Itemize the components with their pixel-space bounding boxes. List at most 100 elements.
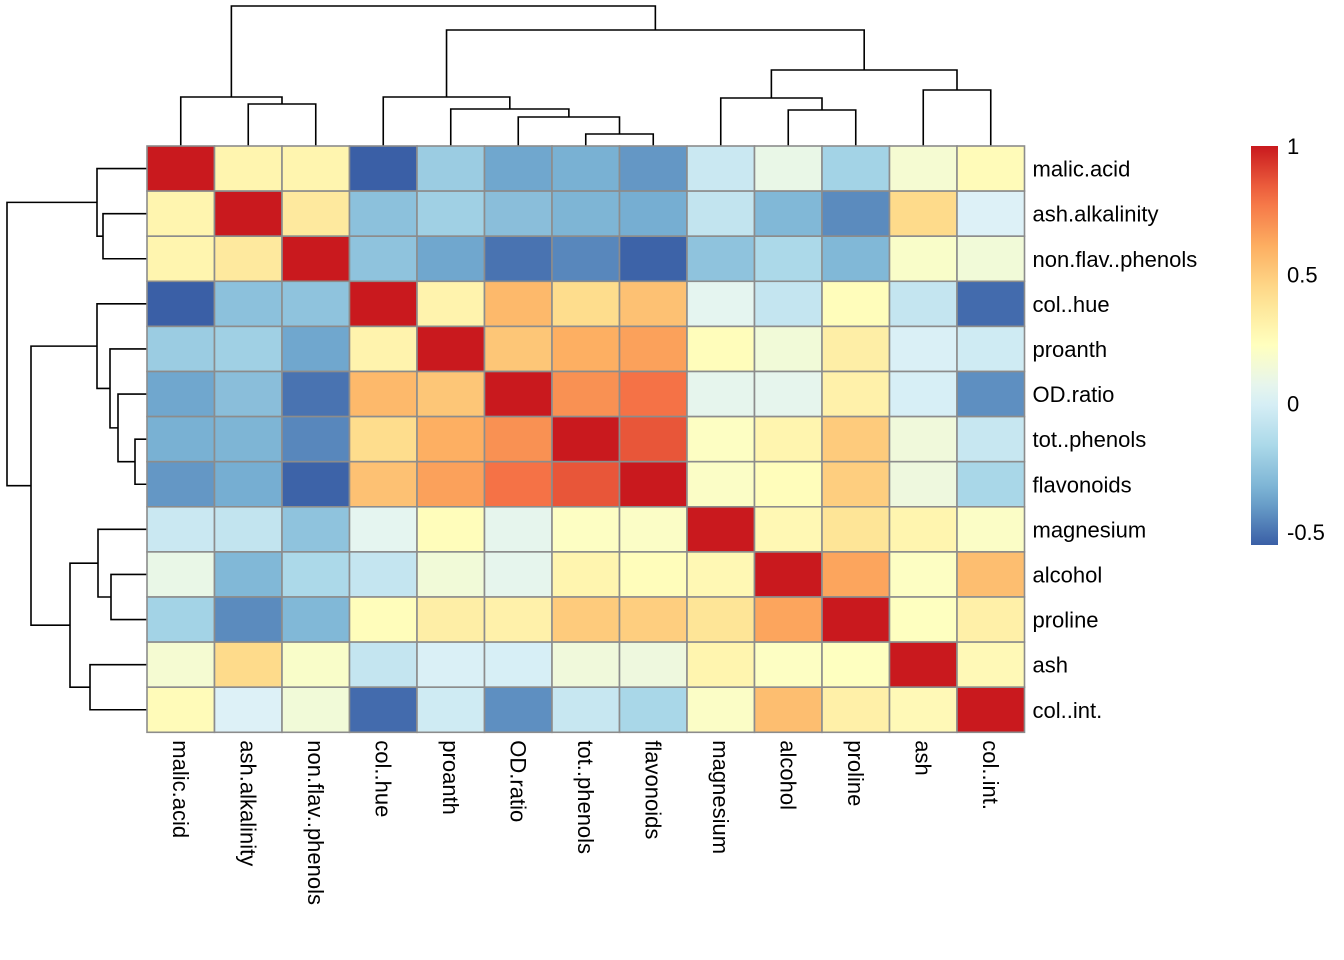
heatmap-cell bbox=[551, 686, 621, 734]
heatmap-cell bbox=[416, 235, 486, 283]
heatmap-cell bbox=[146, 370, 216, 418]
heatmap-cell bbox=[213, 415, 283, 463]
heatmap-cell bbox=[956, 460, 1026, 508]
heatmap-cell bbox=[821, 551, 891, 598]
heatmap-cell bbox=[888, 460, 958, 508]
dendrogram-branch bbox=[445, 29, 865, 97]
heatmap-cell bbox=[281, 641, 351, 688]
heatmap-cell bbox=[888, 596, 958, 643]
dendrogram-branch bbox=[770, 69, 958, 98]
heatmap-cell bbox=[753, 505, 823, 553]
heatmap-cell bbox=[956, 145, 1026, 192]
heatmap-cell bbox=[483, 370, 553, 418]
column-label: ash.alkalinity bbox=[235, 740, 260, 866]
heatmap-cell bbox=[956, 686, 1026, 734]
heatmap-cell bbox=[618, 190, 688, 238]
heatmap-cell bbox=[483, 686, 553, 734]
heatmap-cell bbox=[348, 505, 418, 553]
column-label: malic.acid bbox=[168, 740, 193, 838]
dendrogram-branch bbox=[117, 393, 147, 463]
heatmap-cell bbox=[821, 641, 891, 688]
row-label: flavonoids bbox=[1033, 472, 1132, 497]
heatmap-cell bbox=[348, 280, 418, 328]
heatmap-cell bbox=[551, 551, 621, 598]
heatmap-cell bbox=[416, 190, 486, 238]
dendrogram-branch bbox=[247, 103, 317, 146]
heatmap-cell bbox=[281, 190, 351, 238]
heatmap-cells bbox=[146, 145, 1026, 734]
heatmap-cell bbox=[416, 415, 486, 463]
heatmap-cell bbox=[753, 460, 823, 508]
heatmap-cell bbox=[821, 145, 891, 192]
heatmap-cell bbox=[753, 641, 823, 688]
dendrogram-branch bbox=[382, 96, 511, 146]
heatmap-cell bbox=[618, 551, 688, 598]
heatmap-cell bbox=[551, 145, 621, 192]
dendrogram-branch bbox=[109, 348, 147, 429]
heatmap-cell bbox=[618, 686, 688, 734]
column-label: col..hue bbox=[370, 740, 395, 817]
column-label: non.flav..phenols bbox=[303, 740, 328, 905]
dendrogram-branch bbox=[584, 133, 655, 146]
heatmap-cell bbox=[483, 641, 553, 688]
dendrogram-branch bbox=[922, 89, 992, 146]
heatmap-cell bbox=[483, 596, 553, 643]
row-label: ash bbox=[1033, 653, 1068, 678]
heatmap-cell bbox=[888, 190, 958, 238]
legend-tick-label: 0.5 bbox=[1287, 263, 1318, 288]
heatmap-cell bbox=[416, 325, 486, 373]
heatmap-cell bbox=[618, 596, 688, 643]
heatmap-cell bbox=[416, 505, 486, 553]
row-label: proanth bbox=[1033, 337, 1108, 362]
heatmap-cell bbox=[416, 551, 486, 598]
column-label: proline bbox=[843, 740, 868, 806]
heatmap-cell bbox=[821, 596, 891, 643]
row-label: alcohol bbox=[1033, 562, 1103, 587]
heatmap-cell bbox=[213, 280, 283, 328]
heatmap-cell bbox=[146, 415, 216, 463]
dendrogram-branch bbox=[230, 5, 657, 97]
heatmap-cell bbox=[146, 325, 216, 373]
dendrogram-branch bbox=[97, 528, 147, 598]
heatmap-cell bbox=[753, 325, 823, 373]
dendrogram-branch bbox=[6, 201, 97, 487]
heatmap-cell bbox=[821, 460, 891, 508]
heatmap-cell bbox=[281, 551, 351, 598]
heatmap-cell bbox=[551, 235, 621, 283]
heatmap-cell bbox=[146, 551, 216, 598]
heatmap-cell bbox=[686, 415, 756, 463]
heatmap-cell bbox=[416, 641, 486, 688]
heatmap-cell bbox=[618, 235, 688, 283]
heatmap-cell bbox=[821, 280, 891, 328]
heatmap-cell bbox=[753, 370, 823, 418]
heatmap-cell bbox=[753, 235, 823, 283]
column-label: magnesium bbox=[708, 740, 733, 854]
heatmap-cell bbox=[483, 415, 553, 463]
heatmap-cell bbox=[551, 415, 621, 463]
heatmap-cell bbox=[888, 415, 958, 463]
heatmap-cell bbox=[213, 551, 283, 598]
heatmap-cell bbox=[213, 460, 283, 508]
heatmap-cell bbox=[416, 145, 486, 192]
heatmap-cell bbox=[348, 641, 418, 688]
heatmap-cell bbox=[888, 370, 958, 418]
heatmap-cell bbox=[888, 145, 958, 192]
dendrogram-branch bbox=[96, 167, 147, 237]
heatmap-cell bbox=[618, 415, 688, 463]
heatmap-cell bbox=[821, 505, 891, 553]
heatmap-cell bbox=[213, 235, 283, 283]
dendrogram-branch bbox=[96, 303, 147, 390]
heatmap-cell bbox=[686, 505, 756, 553]
row-label: magnesium bbox=[1033, 517, 1147, 542]
dendrogram-branch bbox=[787, 109, 857, 146]
heatmap-cell bbox=[686, 145, 756, 192]
heatmap-cell bbox=[213, 145, 283, 192]
heatmap-cell bbox=[483, 235, 553, 283]
dendrogram-branch bbox=[110, 573, 147, 621]
column-label: alcohol bbox=[775, 740, 800, 810]
column-labels: malic.acid ash.alkalinity non.flav..phenol… bbox=[168, 740, 1003, 905]
heatmap-cell bbox=[483, 280, 553, 328]
heatmap-cell bbox=[821, 370, 891, 418]
heatmap-cell bbox=[483, 325, 553, 373]
